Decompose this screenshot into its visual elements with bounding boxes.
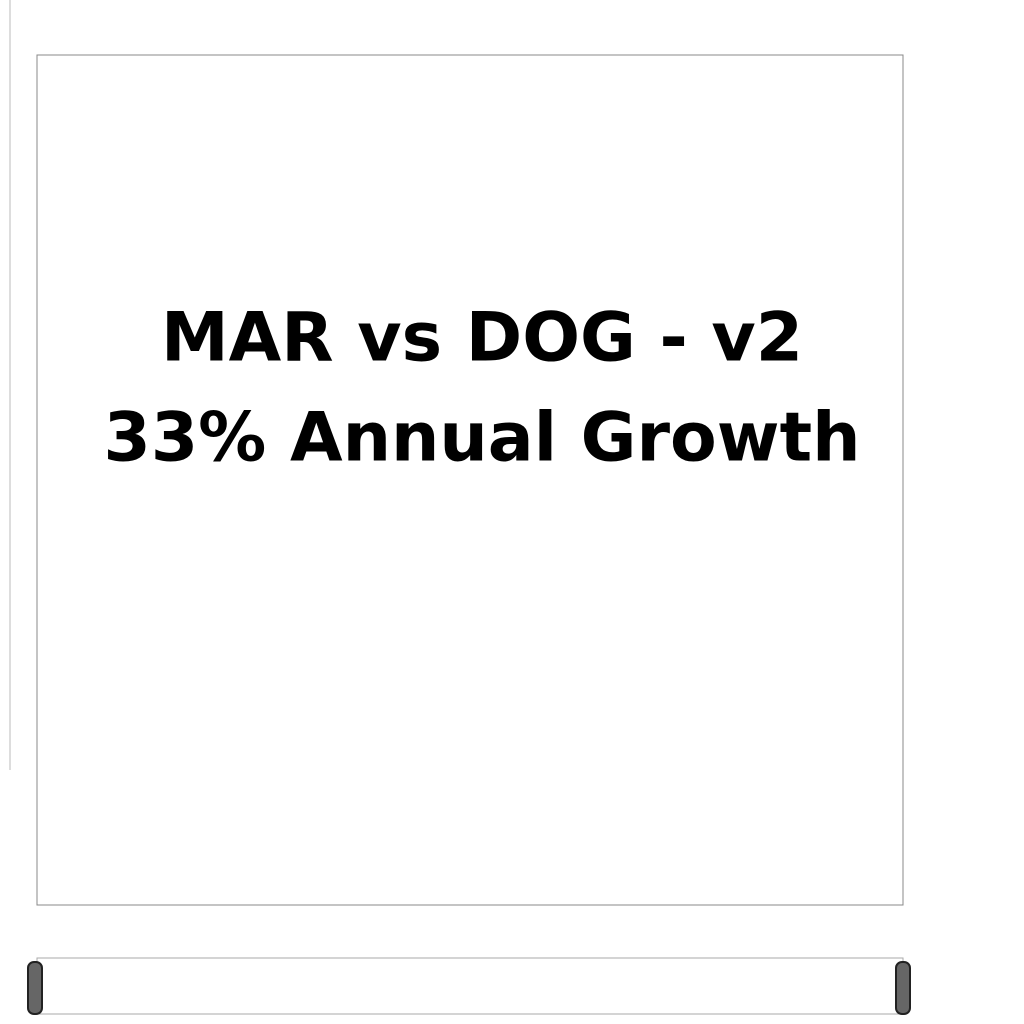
overlay-title: MAR vs DOG - v2 [161,299,803,378]
navigator[interactable] [36,957,904,1015]
navigator-handle-left[interactable] [27,961,43,1015]
overlay-subtitle: 33% Annual Growth [104,399,861,478]
plot-frame [36,54,904,906]
navigator-handle-right[interactable] [895,961,911,1015]
